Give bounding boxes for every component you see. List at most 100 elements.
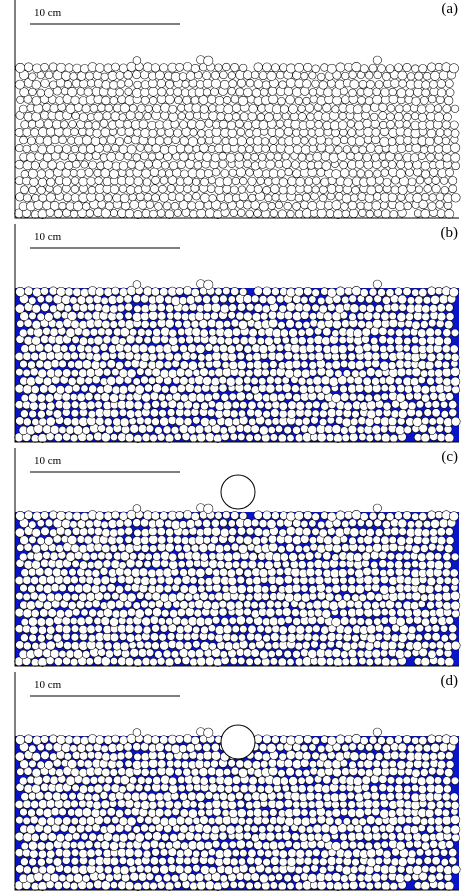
grain: [148, 128, 158, 138]
grain: [311, 751, 320, 760]
grain: [252, 352, 262, 362]
grain: [258, 792, 269, 802]
grain: [124, 881, 135, 891]
grain: [85, 433, 94, 442]
grain: [168, 776, 178, 786]
grain: [371, 601, 380, 610]
grain: [309, 95, 318, 104]
grain: [297, 104, 306, 113]
grain: [109, 320, 118, 329]
grain: [103, 641, 113, 651]
grain: [247, 400, 257, 410]
grain: [28, 72, 37, 81]
grain: [351, 510, 362, 520]
grain: [187, 791, 197, 802]
grain: [133, 128, 142, 137]
grain: [277, 393, 286, 402]
grain: [278, 409, 288, 419]
grain: [380, 608, 389, 617]
grain: [67, 584, 76, 593]
grain: [275, 567, 285, 576]
grain: [253, 808, 263, 818]
grain: [168, 328, 178, 338]
grain: [150, 735, 160, 745]
grain: [396, 143, 407, 154]
grain: [150, 184, 159, 194]
grain: [245, 577, 254, 586]
grain: [83, 311, 93, 321]
grain: [337, 792, 348, 802]
grain: [123, 70, 133, 80]
grain: [294, 734, 304, 745]
grain: [246, 137, 255, 146]
grain: [36, 312, 45, 322]
grain: [312, 848, 321, 857]
grain: [243, 200, 252, 210]
grain: [180, 169, 189, 179]
grain: [19, 807, 28, 817]
grain: [84, 792, 93, 802]
grain: [132, 294, 142, 304]
grain: [325, 433, 335, 442]
grain: [231, 784, 241, 793]
grain: [427, 510, 437, 520]
grain: [85, 816, 96, 826]
grain: [294, 78, 304, 89]
grain: [372, 766, 383, 777]
grain: [155, 344, 165, 354]
grain: [366, 185, 377, 196]
grain: [192, 416, 201, 425]
grain: [178, 744, 188, 753]
grain: [86, 337, 95, 346]
grain: [415, 185, 423, 194]
grain: [186, 71, 196, 81]
grain: [274, 800, 285, 810]
grain: [403, 873, 412, 883]
grain: [396, 832, 406, 841]
grain: [194, 200, 205, 211]
grain: [133, 576, 142, 585]
grain: [428, 766, 437, 776]
grain: [362, 342, 372, 353]
grain: [321, 161, 332, 171]
grain: [137, 200, 148, 210]
grain: [443, 128, 452, 137]
grain: [225, 376, 236, 387]
grain: [226, 120, 236, 130]
grain: [411, 591, 422, 602]
grain: [380, 384, 389, 393]
grain: [200, 177, 209, 187]
grain: [38, 641, 48, 651]
grain: [243, 600, 252, 609]
grain: [93, 559, 104, 570]
grain: [211, 78, 221, 89]
grain: [350, 641, 359, 650]
grain: [372, 727, 382, 737]
grain: [264, 560, 274, 570]
grain: [421, 841, 431, 851]
grain: [183, 184, 192, 194]
grain: [124, 126, 135, 137]
grain: [93, 766, 103, 776]
grain: [118, 833, 129, 843]
grain: [214, 185, 224, 195]
grain: [358, 369, 367, 378]
grain: [90, 136, 101, 146]
grain: [229, 208, 238, 217]
grain: [340, 840, 350, 850]
grain: [44, 742, 54, 752]
grain: [303, 62, 313, 72]
grain: [397, 409, 408, 419]
grain: [290, 567, 301, 578]
grain: [441, 591, 452, 602]
grain: [442, 104, 452, 114]
grain: [103, 735, 113, 745]
grain: [348, 760, 357, 770]
grain: [372, 759, 381, 768]
grain: [226, 568, 236, 578]
grain: [421, 752, 431, 762]
grain: [236, 799, 245, 809]
grain: [100, 296, 109, 305]
grain: [231, 848, 240, 858]
grain: [219, 518, 228, 528]
